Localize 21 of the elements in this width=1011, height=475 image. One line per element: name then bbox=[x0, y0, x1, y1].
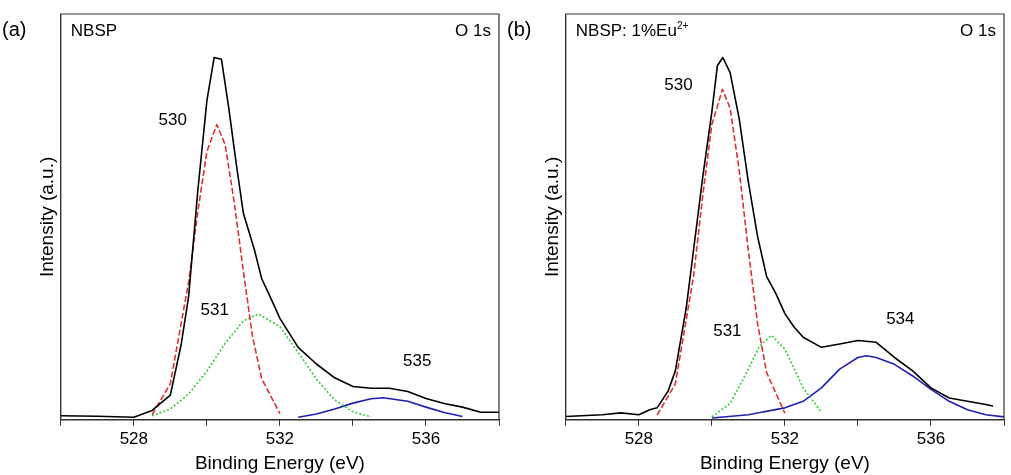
text: O 1s bbox=[455, 21, 492, 40]
text: O 1s bbox=[960, 21, 997, 40]
chart-title: (a) bbox=[2, 18, 27, 40]
y-axis-title: Intensity (a.u.) bbox=[540, 156, 562, 278]
annotation: 535 bbox=[403, 351, 432, 371]
x-axis-title: Binding Energy (eV) bbox=[699, 451, 870, 473]
y-axis-title: Intensity (a.u.) bbox=[35, 156, 57, 278]
annotation: 530 bbox=[664, 75, 693, 95]
chart-title: (b) bbox=[507, 18, 532, 40]
annotation: 531 bbox=[713, 321, 742, 341]
x-tick-label: 536 bbox=[411, 428, 441, 448]
chart-subtitle: NBSP bbox=[70, 21, 118, 40]
annotation: 531 bbox=[200, 299, 229, 319]
annotation: 534 bbox=[886, 309, 915, 329]
annotation: 530 bbox=[158, 110, 187, 130]
x-tick-label: 536 bbox=[916, 428, 946, 448]
x-tick-label: 532 bbox=[770, 428, 800, 448]
x-tick-label: 528 bbox=[119, 428, 149, 448]
x-tick-label: 528 bbox=[624, 428, 654, 448]
x-tick-label: 532 bbox=[265, 428, 295, 448]
x-axis-title: Binding Energy (eV) bbox=[194, 451, 365, 473]
